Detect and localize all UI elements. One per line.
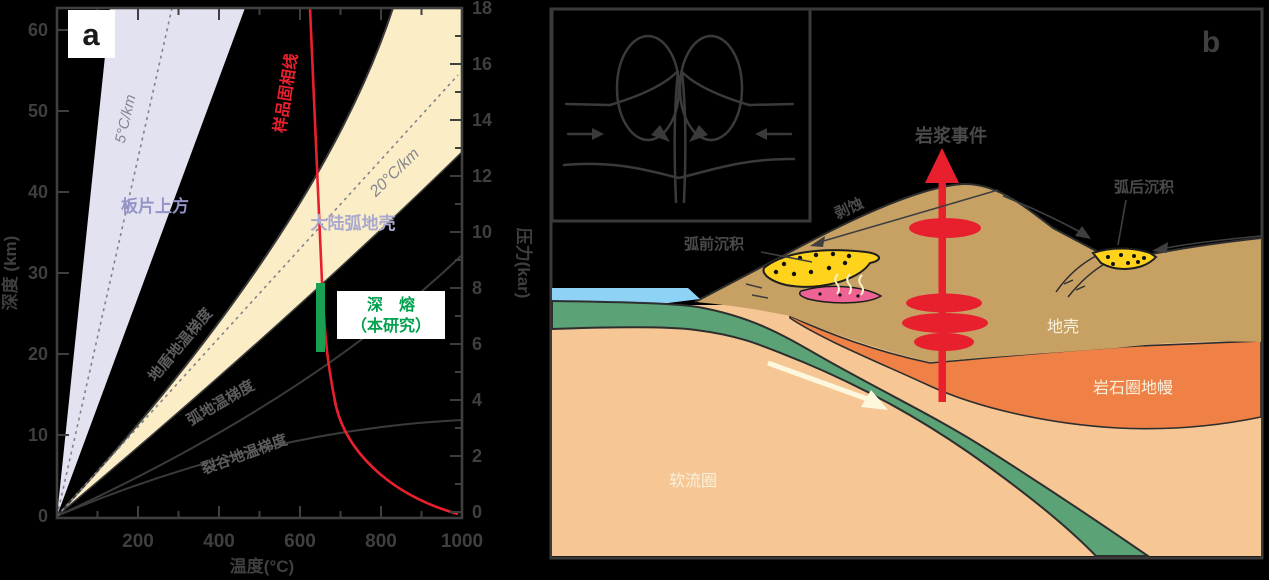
magma-dike xyxy=(902,148,988,402)
depth-tick-0: 0 xyxy=(38,506,48,526)
forearc-pointer-line xyxy=(760,251,813,263)
depth-tick-40: 40 xyxy=(28,182,48,202)
subducting-slab xyxy=(551,299,1152,557)
pressure-tick-12: 12 xyxy=(472,166,492,186)
temp-tick-1000: 1000 xyxy=(441,531,483,552)
erosion-arrow-head-right xyxy=(1075,226,1091,239)
pressure-tick-6: 6 xyxy=(472,334,482,354)
crust-surface-line xyxy=(694,182,1262,303)
pressure-axis-title: 压力(kar) xyxy=(514,228,534,299)
temp-tick-800: 800 xyxy=(365,531,397,552)
panel-a-letter: a xyxy=(82,17,100,52)
crust-band-lower-edge xyxy=(56,151,463,517)
pressure-tick-0: 0 xyxy=(472,502,482,522)
depth-tick-50: 50 xyxy=(28,101,48,121)
melt-lens-dots xyxy=(818,292,860,298)
pressure-tick-16: 16 xyxy=(472,54,492,74)
subduction-arrow-head xyxy=(861,390,888,410)
erosion-line-right xyxy=(1002,195,1083,234)
heat-squiggles xyxy=(834,273,864,296)
converging-lines xyxy=(608,70,751,107)
subduction-arrow xyxy=(767,360,871,403)
left-loop-arrow-head xyxy=(651,125,670,142)
slab-top-band-label: 板片上方 xyxy=(121,196,189,216)
depth-axis-ticks xyxy=(57,29,69,436)
temp-tick-600: 600 xyxy=(284,531,316,552)
temp-axis-title: 温度(°C) xyxy=(230,556,294,576)
pressure-axis-ticks xyxy=(450,35,462,513)
backarc-inflow-arrow-head xyxy=(1152,242,1168,253)
erosion-arrow-head-left xyxy=(810,236,825,247)
pressure-tick-14: 14 xyxy=(472,110,492,130)
forearc-deposit-label: 弧前沉积 xyxy=(684,235,744,253)
basal-layer-line xyxy=(562,157,796,180)
pressure-tick-10: 10 xyxy=(472,222,492,242)
crust-label: 地壳 xyxy=(1047,318,1079,336)
depth-tick-30: 30 xyxy=(28,263,48,283)
forearc-deposit xyxy=(762,249,880,288)
backarc-faults xyxy=(1055,253,1109,298)
arc-crust-band-label: 大陆弧地壳 xyxy=(311,213,396,233)
backarc-pointer-line xyxy=(1117,199,1127,246)
magmatic-event-label: 岩浆事件 xyxy=(914,125,987,146)
upwelling-stem xyxy=(673,70,687,204)
right-convection-loop xyxy=(678,34,744,142)
inflow-arrow-left-head xyxy=(592,128,604,140)
melt-annotation-line1: 深 熔 xyxy=(367,295,416,314)
depth-tick-20: 20 xyxy=(28,344,48,364)
arc-crust-band xyxy=(57,8,462,516)
backarc-deposit-label: 弧后沉积 xyxy=(1114,178,1174,196)
mantle-flow-inset xyxy=(550,7,812,223)
pressure-tick-8: 8 xyxy=(472,278,482,298)
gradient-5-line xyxy=(56,7,173,517)
magma-arrow-head xyxy=(925,148,959,183)
depth-tick-10: 10 xyxy=(28,425,48,445)
depth-axis-title: 深度 (km) xyxy=(0,236,20,311)
shield-geotherm-curve xyxy=(56,7,394,517)
backarc-deposit xyxy=(1091,247,1158,270)
panel-a-pt-diagram: 0 10 20 30 40 50 60 0 2 4 6 8 10 12 14 1… xyxy=(0,0,534,576)
panel-b-letter: b xyxy=(1202,26,1220,59)
solidus-line xyxy=(308,7,459,516)
lithospheric-mantle-label: 岩石圈地幔 xyxy=(1093,379,1173,397)
erosion-line-left xyxy=(819,189,999,243)
annotation-lines xyxy=(760,189,1262,263)
forearc-deposit-dots xyxy=(773,251,852,277)
panel-a-letter-box xyxy=(68,10,115,58)
rift-geotherm-curve xyxy=(56,419,463,517)
backarc-deposit-dots xyxy=(1106,253,1146,266)
temp-tick-400: 400 xyxy=(203,531,235,552)
melt-annotation-line2: （本研究） xyxy=(351,316,431,335)
pressure-tick-4: 4 xyxy=(472,390,482,410)
melt-annotation-box xyxy=(337,291,445,339)
pressure-tick-2: 2 xyxy=(472,446,482,466)
depth-tick-60: 60 xyxy=(28,20,48,40)
gradient-20-line xyxy=(56,74,459,517)
x-axis-ticks xyxy=(96,8,423,518)
temp-tick-200: 200 xyxy=(122,531,154,552)
lithospheric-mantle-region xyxy=(789,314,1262,430)
panel-b-cross-section: 岩浆事件 剥蚀 弧前沉积 弧后沉积 地壳 岩石圈地幔 软流圈 b xyxy=(549,7,1264,560)
inset-frame xyxy=(550,7,812,223)
solidus-label: 样品固相线 xyxy=(270,52,301,134)
melt-interval-bar xyxy=(316,283,325,352)
pressure-tick-18: 18 xyxy=(472,0,492,18)
inflow-arrow-right-head xyxy=(755,128,767,140)
forearc-shear-marks xyxy=(745,283,769,299)
right-loop-arrow-head xyxy=(689,125,708,142)
asthenosphere-label: 软流圈 xyxy=(669,472,717,490)
ocean-region xyxy=(552,288,700,303)
slab-top-band xyxy=(57,8,245,516)
side-layer-lines xyxy=(564,102,795,107)
